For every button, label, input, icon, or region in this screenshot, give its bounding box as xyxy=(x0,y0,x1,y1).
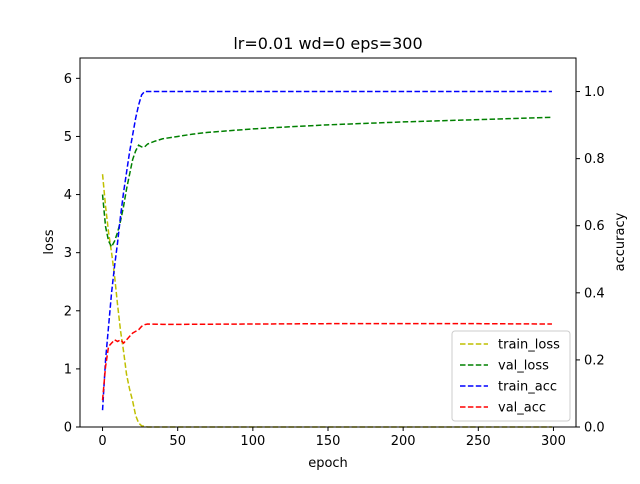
x-tick-label: 100 xyxy=(240,434,265,449)
y2-tick-label: 1.0 xyxy=(584,85,605,100)
x-tick-label: 200 xyxy=(391,434,416,449)
y2-tick-label: 0.4 xyxy=(584,286,605,301)
series-line-val-loss xyxy=(101,116,552,249)
legend-label: train_loss xyxy=(498,338,560,353)
y-tick-label: 1 xyxy=(64,362,72,377)
y2-tick-label: 0.8 xyxy=(584,152,605,167)
y-tick-label: 2 xyxy=(64,304,72,319)
legend-label: train_acc xyxy=(498,380,557,395)
x-axis: 0 50 100 150 200 250 300 xyxy=(98,427,566,449)
x-tick-label: 300 xyxy=(541,434,566,449)
y2-tick-label: 0.2 xyxy=(584,353,605,368)
y2-axis-label: accuracy xyxy=(613,212,628,271)
y-axis-right: 0.0 0.2 0.4 0.6 0.8 1.0 xyxy=(576,85,605,436)
x-tick-label: 250 xyxy=(466,434,491,449)
y-axis-label: loss xyxy=(42,229,57,254)
y2-tick-label: 0.0 xyxy=(584,421,605,436)
legend-box xyxy=(451,330,571,422)
legend: train_loss val_loss train_acc val_acc xyxy=(451,330,571,422)
y2-tick-label: 0.6 xyxy=(584,219,605,234)
x-tick-label: 150 xyxy=(316,434,341,449)
y-axis-left: 0 1 2 3 4 5 6 xyxy=(64,72,80,436)
x-axis-label: epoch xyxy=(308,456,348,471)
x-tick-label: 50 xyxy=(169,434,186,449)
y-tick-label: 5 xyxy=(64,130,72,145)
chart-title: lr=0.01 wd=0 eps=300 xyxy=(233,34,422,53)
series-line-train-acc xyxy=(101,90,552,411)
y-tick-label: 0 xyxy=(64,421,72,436)
y-tick-label: 3 xyxy=(64,246,72,261)
x-tick-label: 0 xyxy=(98,434,106,449)
y-tick-label: 6 xyxy=(64,72,72,87)
y-tick-label: 4 xyxy=(64,188,72,203)
legend-label: val_loss xyxy=(498,359,549,374)
series-line-val-acc xyxy=(101,322,552,401)
legend-label: val_acc xyxy=(498,401,546,416)
